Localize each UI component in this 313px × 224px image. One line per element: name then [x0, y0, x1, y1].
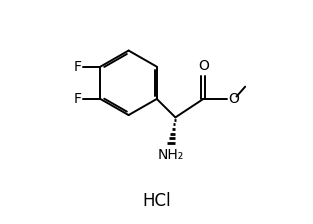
- Text: HCl: HCl: [142, 192, 171, 210]
- Text: O: O: [228, 92, 239, 106]
- Text: F: F: [74, 92, 82, 106]
- Text: O: O: [198, 59, 209, 73]
- Text: F: F: [74, 60, 82, 74]
- Text: NH₂: NH₂: [158, 148, 184, 162]
